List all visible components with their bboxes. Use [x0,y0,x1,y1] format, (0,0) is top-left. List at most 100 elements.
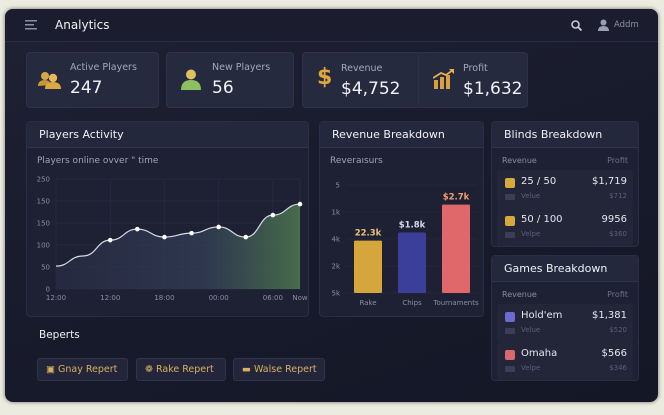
panel-title: Players Activity [27,122,308,148]
data-label: 22.3k [355,229,382,239]
area-fill [56,204,300,289]
games-row[interactable]: Hold'em $1,381 Velue $520 [497,304,633,342]
user-icon[interactable] [598,19,609,31]
reports-title: Beperts [39,329,80,341]
data-label: $1.8k [399,220,426,230]
gnay-report-button[interactable]: ▣ Gnay Repert [37,358,128,381]
blinds-breakdown-panel: Blinds Breakdown Revenue Profit 25 / 50 … [491,121,639,247]
x-tick-label: 06:00 [263,294,283,302]
y-tick-label: 250 [37,176,50,184]
data-point [270,212,276,218]
column-header-revenue: Revenue [502,156,537,165]
data-point [107,237,113,243]
row-sub: Velue [521,326,541,334]
x-tick-label: 12:00 [100,294,120,302]
search-icon[interactable] [571,20,582,31]
stat-value: $4,752 [341,79,401,99]
stat-label: Profit [463,63,488,74]
data-point [216,224,221,230]
row-sub-profit: $712 [609,192,627,200]
y-tick-label: 100 [37,242,50,250]
panel-title: Revenue Breakdown [320,122,483,148]
folder-icon: ▬ [242,364,251,375]
sub-swatch [505,232,515,238]
x-tick-label: 12:00 [46,294,66,302]
y-tick-label: 150 [37,198,50,206]
series-line [55,203,301,267]
y-tick-label: 4k [331,236,340,244]
column-header-profit: Profit [607,290,628,299]
stat-card-active-players: Active Players 247 [26,52,159,108]
color-swatch [505,178,515,188]
y-tick-label: 0 [46,286,50,294]
row-sub: Velue [521,192,541,200]
row-sub-profit: $346 [609,364,627,372]
blinds-row[interactable]: 25 / 50 $1,719 Velue $712 [497,170,633,208]
data-label: $2.7k [443,193,470,203]
x-tick-label: Chips [402,299,422,307]
bar-rake [354,240,382,293]
row-profit: $1,719 [592,176,627,187]
button-label: Rake Repert [156,364,214,375]
row-profit: 9956 [601,214,627,225]
stat-label: Active Players [70,62,137,73]
column-header-revenue: Revenue [502,290,537,299]
y-tick-label: 2k [331,263,340,271]
app-window: Analytics Addm Active Players 247 New Pl… [5,9,658,402]
color-swatch [505,216,515,226]
bar-tournaments [442,204,470,293]
data-point [297,201,303,207]
row-name: 25 / 50 [521,176,557,187]
color-swatch [505,350,515,360]
growth-chart-icon [433,69,454,89]
row-name: 50 / 100 [521,214,563,225]
data-point [243,234,249,240]
x-tick-label: 18:00 [154,294,174,302]
user-name[interactable]: Addm [614,20,639,30]
stat-value: $1,632 [463,79,523,99]
bar-chips [398,232,426,293]
dollar-icon: $ [317,65,333,90]
row-name: Omaha [521,348,558,359]
chart-subtitle: Reveraısurs [330,156,383,166]
row-sub: Velpe [521,230,541,238]
row-profit: $566 [601,348,627,359]
row-sub-profit: $360 [609,230,627,238]
sub-swatch [505,194,515,200]
stat-card-revenue: $ Revenue $4,752 [302,52,422,108]
y-tick-label: 150 [37,220,50,228]
games-row[interactable]: Omaha $566 Velpe $346 [497,342,633,380]
rake-report-button[interactable]: ❁ Rake Repert [136,358,226,381]
user-icon [181,69,201,90]
players-activity-panel: Players Activity Players online ovver " … [26,121,309,317]
sub-swatch [505,328,515,334]
blinds-row[interactable]: 50 / 100 9956 Velpe $360 [497,208,633,246]
stat-card-new-players: New Players 56 [166,52,294,108]
players-icon [38,72,61,89]
page-title: Analytics [55,18,110,32]
stat-value: 56 [212,78,234,98]
data-point [135,226,140,232]
x-tick-label: Now [292,294,308,302]
panel-title: Games Breakdown [492,256,638,282]
x-tick-label: 00:00 [209,294,229,302]
header-bar: Analytics Addm [5,9,658,42]
revenue-breakdown-panel: Revenue Breakdown Reveraısurs 5k 2k 4k 1k 5 2… [319,121,484,317]
data-point [189,230,194,236]
column-header-profit: Profit [607,156,628,165]
row-sub: Velpe [521,364,541,372]
games-breakdown-panel: Games Breakdown Revenue Profit Hold'em $… [491,255,639,381]
stat-label: Revenue [341,63,383,74]
x-tick-label: Rake [359,299,376,307]
y-tick-label: 50 [41,264,50,272]
x-tick-label: Tournaments [432,299,479,307]
stat-value: 247 [70,78,103,98]
players-line-chart: 0 50 100 150 150 250 12:00 12:00 18:00 00:00 06:00… [37,176,308,303]
color-swatch [505,312,515,322]
walse-report-button[interactable]: ▬ Walse Repert [233,358,325,381]
stat-label: New Players [212,62,271,73]
menu-icon[interactable] [25,20,38,30]
row-name: Hold'em [521,310,563,321]
gift-icon: ▣ [46,364,55,375]
chart-subtitle: Players online ovver " time [37,156,159,166]
